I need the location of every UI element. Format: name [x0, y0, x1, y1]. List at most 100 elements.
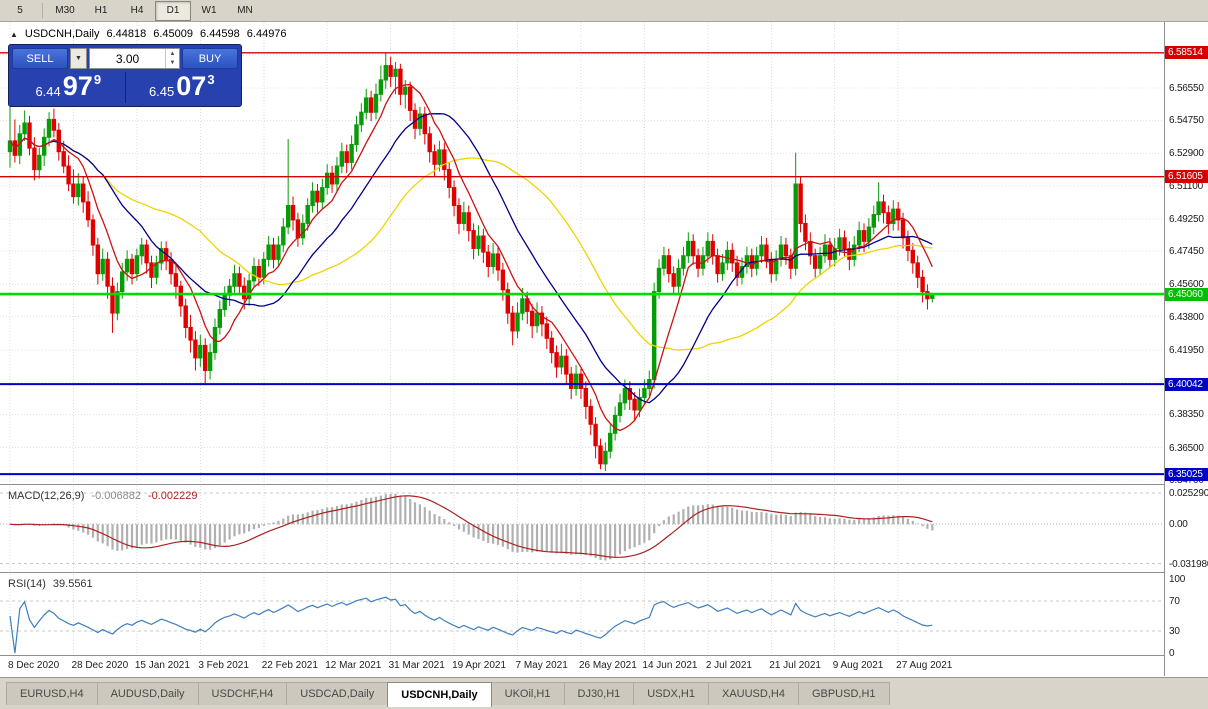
pane-separator[interactable] — [0, 572, 1208, 573]
price-level-badge: 6.45060 — [1165, 287, 1208, 301]
vertical-gridlines — [9, 574, 899, 655]
pane-separator — [0, 655, 1208, 656]
ohlc-high: 6.45009 — [153, 28, 194, 40]
price-axis-label: 6.45600 — [1169, 279, 1204, 291]
price-level-badge: 6.51605 — [1165, 170, 1208, 184]
time-axis-label: 2 Jul 2021 — [705, 660, 752, 671]
sell-button[interactable]: SELL — [12, 48, 68, 69]
timeframe-button-h4[interactable]: H4 — [130, 5, 144, 16]
macd-signal-line — [9, 495, 933, 558]
pane-separator[interactable] — [0, 484, 1208, 485]
timeframe-button-h1[interactable]: H1 — [94, 5, 108, 16]
price-axis-label: 6.47450 — [1169, 246, 1204, 258]
time-axis-label: 28 Dec 2020 — [71, 660, 129, 671]
moving-average-8 — [9, 83, 933, 432]
rsi-indicator-name: RSI(14) — [8, 578, 46, 590]
price-axis-label: 6.43800 — [1169, 311, 1204, 323]
volume-stepper: ▲ ▼ — [165, 49, 179, 68]
macd-main-value: -0.006882 — [91, 490, 141, 502]
chart-tab-audusd-daily[interactable]: AUDUSD,Daily — [96, 682, 199, 705]
time-axis-label: 15 Jan 2021 — [134, 660, 190, 671]
macd-axis-label: 0.00 — [1169, 519, 1188, 531]
ohlc-close: 6.44976 — [246, 28, 287, 40]
ask-price-pip-digit: 3 — [207, 72, 215, 87]
timeframe-button-m30[interactable]: M30 — [55, 5, 75, 16]
price-axis-label: 6.54750 — [1169, 115, 1204, 127]
volume-input[interactable] — [90, 49, 165, 68]
chart-tab-xauusd-h4[interactable]: XAUUSD,H4 — [707, 682, 799, 705]
price-axis-label: 6.56550 — [1169, 83, 1204, 94]
timeframe-button-d1[interactable]: D1 — [155, 0, 191, 21]
candles-layer — [7, 52, 935, 471]
time-axis-label: 21 Jul 2021 — [769, 660, 821, 671]
horizontal-level-lines — [0, 52, 1164, 476]
rsi-axis-label: 30 — [1169, 625, 1180, 637]
chart-tab-gbpusd-h1[interactable]: GBPUSD,H1 — [797, 682, 890, 705]
ask-price-big-digits: 07 — [176, 71, 207, 101]
time-axis-label: 14 Jun 2021 — [642, 660, 698, 671]
rsi-axis-label: 0 — [1169, 648, 1175, 659]
volume-preset-dropdown-icon[interactable]: ▼ — [70, 48, 87, 69]
rsi-line — [9, 596, 933, 654]
price-level-badge: 6.40042 — [1165, 377, 1208, 391]
macd-signal-value: -0.002229 — [147, 490, 198, 502]
chart-tab-ukoil-h1[interactable]: UKOil,H1 — [490, 682, 565, 705]
collapse-panel-icon[interactable]: ▲ — [10, 29, 18, 39]
timeframe-button-5[interactable]: 5 — [17, 5, 23, 16]
bid-price-big-digits: 97 — [62, 71, 93, 101]
rsi-axis-label: 100 — [1169, 574, 1186, 585]
time-axis-label: 8 Dec 2020 — [8, 660, 60, 671]
price-axis-label: 6.41950 — [1169, 344, 1204, 356]
ask-price-prefix: 6.45 — [148, 84, 175, 99]
macd-indicator-canvas[interactable] — [0, 486, 1164, 571]
macd-indicator-name: MACD(12,26,9) — [8, 490, 85, 502]
price-level-badge: 6.35025 — [1165, 467, 1208, 481]
time-axis-label: 12 Mar 2021 — [325, 660, 382, 671]
volume-field-wrap: ▲ ▼ — [89, 48, 180, 69]
ohlc-low: 6.44598 — [200, 28, 240, 40]
time-axis-label: 31 Mar 2021 — [388, 660, 445, 671]
chart-tab-usdx-h1[interactable]: USDX,H1 — [633, 682, 709, 705]
price-chart-canvas[interactable] — [0, 22, 1164, 483]
chart-tab-usdcnh-daily[interactable]: USDCNH,Daily — [387, 682, 492, 707]
chart-tab-usdchf-h4[interactable]: USDCHF,H4 — [197, 682, 288, 705]
timeframe-button-mn[interactable]: MN — [237, 5, 253, 16]
rsi-axis-label: 70 — [1169, 596, 1180, 608]
ohlc-open: 6.44818 — [106, 28, 147, 40]
time-axis[interactable]: 8 Dec 2020 28 Dec 2020 15 Jan 2021 3 Feb 20… — [0, 656, 1164, 676]
ask-price-display: 6.45 07 3 — [126, 72, 239, 103]
price-axis-label: 6.49250 — [1169, 213, 1204, 225]
chart-tab-dj30-h1[interactable]: DJ30,H1 — [563, 682, 635, 705]
rsi-indicator-canvas[interactable] — [0, 574, 1164, 655]
vertical-gridlines — [9, 22, 899, 483]
price-axis[interactable]: 6.56550 6.54750 6.52900 6.51100 6.49250 6.474… — [1164, 22, 1208, 676]
macd-axis-label: -0.031980 — [1169, 558, 1208, 570]
price-axis-label: 6.36500 — [1169, 442, 1204, 454]
chart-tab-bar: EURUSD,H4 AUDUSD,Daily USDCHF,H4 USDCAD,Dai… — [0, 677, 1208, 709]
toolbar-separator — [42, 3, 43, 18]
volume-step-down-icon[interactable]: ▼ — [169, 60, 176, 67]
chart-tab-eurusd-h4[interactable]: EURUSD,H4 — [6, 682, 98, 705]
chart-symbol-title: USDCNH,Daily — [24, 28, 100, 40]
one-click-trading-panel: SELL ▼ ▲ ▼ BUY 6.44 97 9 6.45 07 3 — [8, 44, 242, 107]
chart-tab-usdcad-daily[interactable]: USDCAD,Daily — [286, 682, 389, 705]
timeframe-button-w1[interactable]: W1 — [201, 5, 217, 16]
macd-label-line: MACD(12,26,9) -0.006882 -0.002229 — [8, 490, 198, 502]
macd-axis-label: 0.025290 — [1169, 488, 1208, 500]
price-level-badge: 6.58514 — [1165, 46, 1208, 60]
bid-price-pip-digit: 9 — [93, 72, 102, 87]
buy-button[interactable]: BUY — [182, 48, 238, 69]
time-axis-label: 22 Feb 2021 — [261, 660, 318, 671]
horizontal-gridlines — [0, 54, 1164, 481]
bid-price-display: 6.44 97 9 — [12, 72, 126, 103]
price-axis-label: 6.38350 — [1169, 409, 1204, 421]
rsi-label-line: RSI(14) 39.5561 — [8, 578, 93, 590]
time-axis-label: 3 Feb 2021 — [198, 660, 249, 671]
time-axis-label: 27 Aug 2021 — [896, 660, 953, 671]
time-axis-label: 19 Apr 2021 — [452, 660, 507, 671]
timeframe-toolbar: 5 M30 H1 H4 D1 W1 MN — [0, 0, 1208, 22]
bid-price-prefix: 6.44 — [35, 84, 61, 99]
price-axis-label: 6.52900 — [1169, 148, 1204, 160]
volume-step-up-icon[interactable]: ▲ — [169, 50, 176, 57]
